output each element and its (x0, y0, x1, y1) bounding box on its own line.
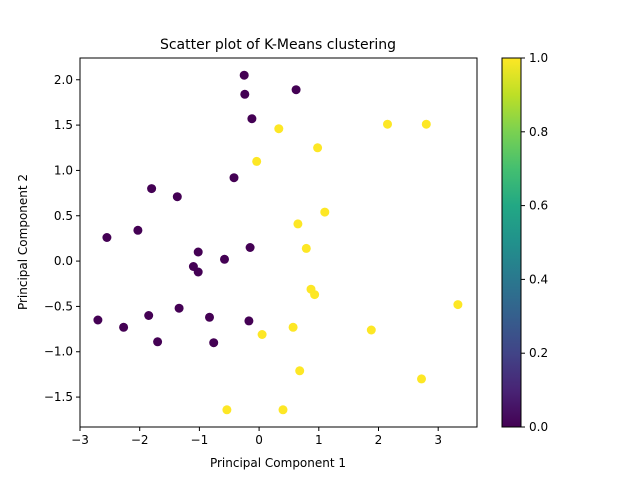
scatter-point-cluster-1 (313, 143, 323, 153)
scatter-point-cluster-0 (153, 337, 163, 347)
scatter-point-cluster-1 (257, 330, 267, 339)
x-tick-label: 2 (375, 433, 383, 447)
scatter-point-cluster-1 (366, 325, 376, 335)
y-tick-label: 1.5 (54, 118, 73, 132)
colorbar (501, 57, 522, 428)
y-tick-label: 1.0 (54, 163, 73, 177)
scatter-point-cluster-1 (453, 300, 463, 310)
scatter-point-cluster-1 (222, 405, 232, 415)
scatter-point-cluster-1 (288, 322, 298, 332)
colorbar-tick-label: 0.0 (529, 420, 548, 434)
x-axis: −3 −2 −1 0 1 2 3 (71, 427, 442, 447)
scatter-point-cluster-0 (291, 85, 301, 95)
scatter-point-cluster-0 (144, 311, 154, 320)
colorbar-tick-label: 0.8 (529, 125, 548, 139)
x-tick-label: 0 (255, 433, 263, 447)
scatter-point-cluster-1 (320, 207, 330, 217)
y-axis: −1.5 −1.0 −0.5 0.0 0.5 1.0 1.5 2.0 (44, 73, 80, 404)
scatter-point-cluster-1 (421, 119, 431, 129)
colorbar-tick-label: 0.4 (529, 272, 548, 286)
x-tick-label: 1 (315, 433, 323, 447)
scatter-point-cluster-0 (93, 315, 103, 325)
scatter-point-cluster-1 (274, 124, 284, 134)
y-tick-label: −1.5 (44, 390, 73, 404)
scatter-point-cluster-0 (209, 338, 219, 348)
y-tick-label: 0.5 (54, 209, 73, 223)
scatter-point-cluster-1 (310, 290, 320, 300)
scatter-point-cluster-0 (102, 233, 112, 242)
x-tick-label: 3 (434, 433, 442, 447)
scatter-point-cluster-1 (278, 405, 288, 415)
y-tick-label: −0.5 (44, 299, 73, 313)
x-tick-label: −1 (191, 433, 209, 447)
scatter-point-cluster-0 (205, 312, 214, 322)
scatter-point-cluster-0 (147, 184, 157, 194)
x-axis-label: Principal Component 1 (210, 456, 346, 470)
scatter-point-cluster-0 (133, 225, 143, 235)
scatter-point-cluster-1 (295, 366, 305, 376)
scatter-point-cluster-0 (240, 89, 250, 99)
scatter-point-cluster-1 (301, 243, 311, 253)
colorbar-tick-label: 0.2 (529, 346, 548, 360)
colorbar-tick-label: 1.0 (529, 51, 548, 65)
chart-title: Scatter plot of K-Means clustering (160, 37, 396, 53)
colorbar-tick-label: 0.6 (529, 199, 548, 213)
y-axis-label: Principal Component 2 (16, 174, 30, 310)
scatter-point-cluster-0 (239, 70, 249, 80)
scatter-point-cluster-0 (247, 114, 257, 124)
scatter-point-cluster-0 (193, 247, 203, 257)
scatter-point-cluster-0 (244, 316, 254, 326)
scatter-point-cluster-0 (229, 173, 239, 183)
scatter-point-cluster-0 (174, 303, 184, 313)
scatter-point-cluster-0 (220, 254, 229, 264)
scatter-point-cluster-0 (193, 267, 203, 277)
y-tick-label: 0.0 (54, 254, 73, 268)
y-tick-label: 2.0 (54, 73, 73, 87)
colorbar-axis: 0.0 0.2 0.4 0.6 0.8 1.0 (521, 51, 548, 434)
points-layer (93, 70, 463, 415)
scatter-point-cluster-0 (245, 243, 255, 252)
scatter-point-cluster-1 (293, 219, 303, 229)
scatter-point-cluster-0 (172, 192, 182, 202)
scatter-point-cluster-1 (252, 156, 262, 166)
scatter-point-cluster-1 (417, 374, 426, 384)
scatter-point-cluster-0 (119, 322, 129, 332)
x-tick-label: −2 (131, 433, 149, 447)
plot-frame (79, 57, 478, 428)
scatter-point-cluster-1 (383, 119, 392, 129)
y-tick-label: −1.0 (44, 345, 73, 359)
x-tick-label: −3 (71, 433, 89, 447)
